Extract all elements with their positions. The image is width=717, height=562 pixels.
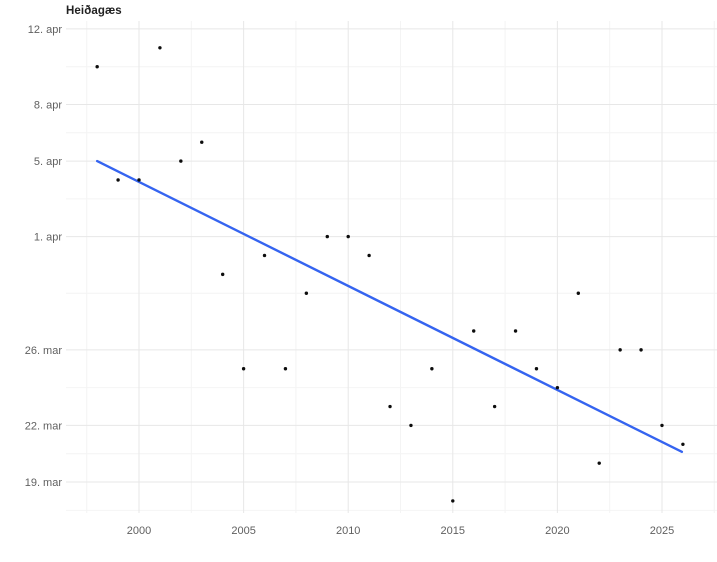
y-tick-label: 26. mar <box>25 345 63 357</box>
y-tick-label: 19. mar <box>25 477 63 489</box>
data-point <box>116 178 120 182</box>
data-point <box>179 159 183 163</box>
y-tick-label: 8. apr <box>34 99 62 111</box>
data-point <box>555 385 560 390</box>
data-point <box>660 423 664 428</box>
data-point <box>367 253 371 258</box>
data-point <box>681 442 685 446</box>
x-tick-label: 2025 <box>650 525 674 537</box>
data-point <box>513 329 518 333</box>
x-tick-label: 2005 <box>231 525 255 537</box>
data-point <box>304 291 309 295</box>
y-tick-label: 22. mar <box>25 420 63 432</box>
data-point <box>639 348 643 352</box>
data-point <box>262 253 267 258</box>
data-point <box>158 46 162 50</box>
data-point <box>241 367 246 371</box>
data-point <box>576 291 581 295</box>
chart-title: Heiðagæs <box>66 5 122 17</box>
y-tick-label: 5. apr <box>34 156 62 168</box>
data-point <box>346 234 350 239</box>
data-point <box>534 367 539 371</box>
data-point <box>409 423 413 428</box>
data-point <box>200 140 204 144</box>
x-tick-label: 2010 <box>336 525 360 537</box>
x-tick-label: 2000 <box>127 525 151 537</box>
data-point <box>388 404 392 409</box>
data-point <box>451 499 455 503</box>
x-tick-label: 2015 <box>441 525 465 537</box>
data-point <box>492 404 497 409</box>
data-point <box>283 367 288 371</box>
data-point <box>618 348 622 352</box>
data-point <box>137 178 141 182</box>
data-point <box>430 367 434 371</box>
x-tick-label: 2020 <box>545 525 569 537</box>
data-point <box>220 272 225 277</box>
y-tick-label: 12. apr <box>28 24 63 36</box>
y-tick-label: 1. apr <box>34 232 62 244</box>
data-point <box>597 461 601 465</box>
data-point <box>472 329 476 333</box>
trend-line <box>95 159 684 454</box>
data-point <box>95 64 99 69</box>
data-point <box>325 234 329 239</box>
